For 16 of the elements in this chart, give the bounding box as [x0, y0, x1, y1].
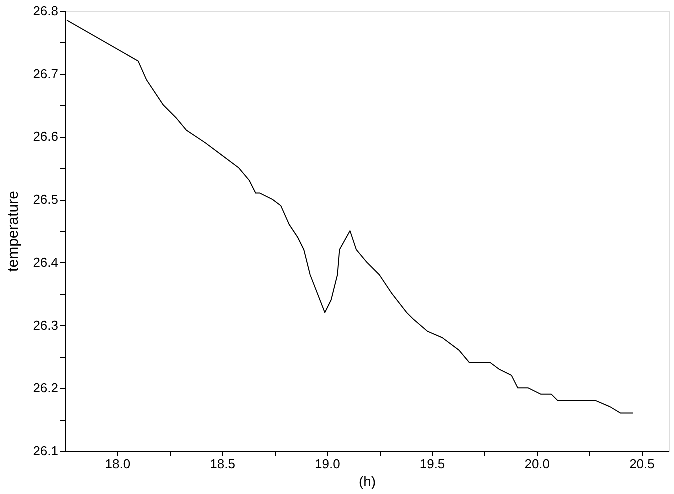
x-tick-label: 20.0	[524, 456, 550, 472]
x-tick-label: 18.0	[105, 456, 131, 472]
y-tick-label: 26.4	[33, 254, 58, 270]
x-tick-label: 18.5	[210, 456, 236, 472]
y-tick-label: 26.2	[33, 380, 58, 396]
x-tick-label: 20.5	[630, 456, 655, 472]
y-tick-label: 26.7	[33, 66, 58, 82]
y-tick-label: 26.1	[33, 444, 58, 458]
y-tick-label: 26.5	[33, 192, 58, 208]
y-tick-label: 26.6	[33, 129, 58, 144]
x-tick-label: 19.5	[420, 456, 446, 472]
y-tick-label: 26.8	[33, 4, 58, 18]
x-axis-title: (h)	[358, 474, 376, 490]
x-tick-label: 19.0	[314, 456, 340, 472]
y-axis-title: temperature	[5, 191, 22, 272]
y-tick-label: 26.3	[33, 318, 58, 333]
